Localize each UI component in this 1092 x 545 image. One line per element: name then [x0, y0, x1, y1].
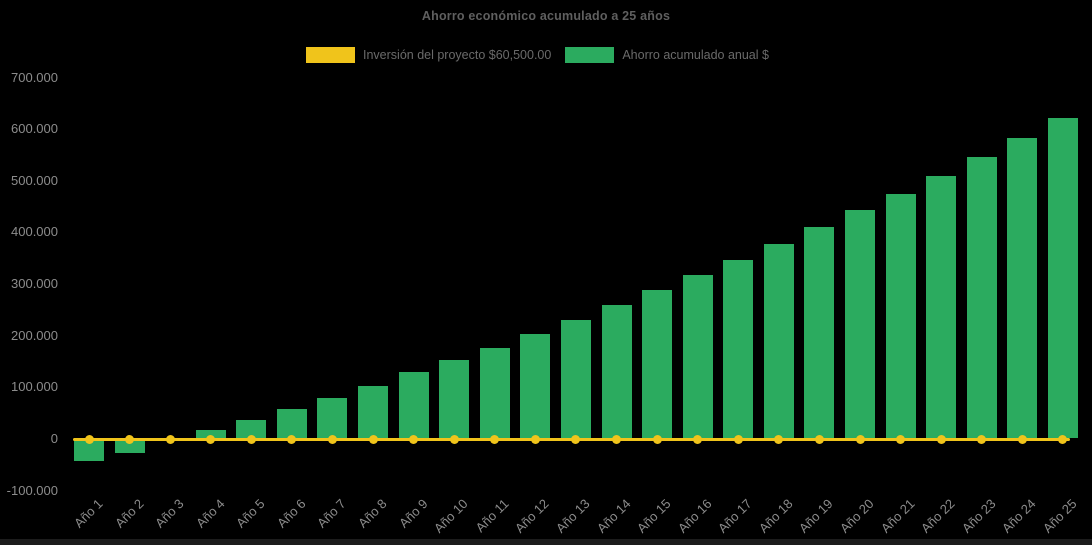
- bar-año-14: [601, 305, 632, 439]
- investment-line-marker: [774, 435, 784, 445]
- y-axis-tick-label: -100.000: [6, 482, 58, 498]
- investment-line-marker: [896, 435, 906, 445]
- investment-line-marker: [1017, 435, 1027, 445]
- bottom-edge-strip: [0, 539, 1092, 545]
- x-axis-tick-label: Año 4: [192, 496, 228, 531]
- bar-año-7: [317, 397, 348, 439]
- x-axis-tick-label: Año 9: [395, 496, 431, 531]
- investment-line-marker: [571, 435, 581, 445]
- x-axis-tick-label: Año 10: [431, 496, 471, 536]
- x-axis-tick-label: Año 20: [836, 496, 877, 536]
- y-axis-tick-label: 300.000: [11, 276, 58, 291]
- investment-line-marker: [84, 435, 94, 445]
- y-axis-tick-label: 500.000: [11, 172, 58, 188]
- investment-line-marker: [936, 435, 946, 445]
- bar-año-17: [723, 260, 754, 439]
- x-axis-tick-label: Año 15: [634, 496, 674, 536]
- bar-año-12: [520, 333, 551, 439]
- x-axis-tick-label: Año 19: [796, 496, 837, 536]
- y-axis-tick-label: 100.000: [11, 379, 58, 395]
- bar-año-16: [682, 275, 713, 439]
- x-axis-tick-label: Año 12: [512, 496, 553, 536]
- x-axis-tick-label: Año 7: [314, 496, 350, 531]
- bar-año-4: [195, 430, 226, 439]
- investment-line-marker: [490, 435, 500, 445]
- investment-line-marker: [409, 435, 419, 445]
- bar-año-18: [763, 244, 794, 439]
- chart-title: Ahorro económico acumulado a 25 años: [421, 9, 671, 23]
- investment-line-marker: [327, 435, 337, 445]
- legend-swatch-savings: [565, 47, 615, 63]
- bar-año-22: [926, 176, 957, 439]
- investment-line-marker: [246, 435, 256, 445]
- investment-line-marker: [652, 435, 662, 445]
- x-axis-tick-label: Año 16: [674, 496, 715, 536]
- bar-año-15: [642, 290, 673, 439]
- investment-line-marker: [612, 435, 622, 445]
- investment-line-marker: [530, 435, 540, 445]
- x-axis-tick-label: Año 5: [233, 496, 268, 531]
- investment-line-marker: [693, 435, 703, 445]
- x-axis-tick-label: Año 1: [70, 496, 106, 531]
- bar-año-11: [479, 348, 510, 439]
- investment-line-marker: [368, 435, 378, 445]
- bar-año-1: [74, 438, 104, 462]
- bar-año-21: [885, 194, 916, 439]
- investment-line-marker: [206, 435, 216, 445]
- bar-año-2: [114, 438, 145, 454]
- x-axis-tick-label: Año 2: [111, 496, 147, 531]
- x-axis-tick-label: Año 21: [877, 496, 918, 536]
- x-axis-tick-label: Año 6: [273, 496, 309, 531]
- x-axis-tick-label: Año 22: [918, 496, 958, 536]
- y-axis-tick-label: 700.000: [11, 69, 58, 85]
- bar-año-5: [236, 420, 267, 439]
- legend-label-savings: Ahorro acumulado anual $: [622, 48, 769, 62]
- bar-año-25: [1047, 118, 1078, 439]
- bar-año-9: [398, 372, 429, 439]
- x-axis-tick-label: Año 23: [958, 496, 999, 536]
- investment-line-marker: [814, 435, 824, 445]
- investment-line-marker: [733, 435, 743, 445]
- bar-año-19: [804, 227, 835, 439]
- investment-line-marker: [449, 435, 459, 445]
- x-axis-tick-label: Año 17: [715, 496, 755, 536]
- bar-año-13: [560, 319, 591, 439]
- investment-line-marker: [977, 435, 987, 445]
- legend: Inversión del proyecto $60,500.00 Ahorro…: [306, 47, 783, 63]
- x-axis-tick-label: Año 25: [1039, 496, 1080, 536]
- bar-año-6: [276, 409, 307, 439]
- bar-año-23: [966, 157, 997, 439]
- legend-swatch-investment: [306, 47, 355, 63]
- bar-año-10: [439, 359, 470, 439]
- y-axis-tick-label: 400.000: [11, 224, 58, 240]
- bar-año-24: [1007, 137, 1038, 439]
- investment-line-marker: [287, 435, 297, 445]
- investment-line-marker: [1058, 435, 1068, 445]
- x-axis-tick-label: Año 8: [355, 496, 390, 531]
- investment-line-marker: [165, 435, 175, 445]
- bar-año-8: [358, 385, 389, 439]
- investment-line-marker: [125, 435, 135, 445]
- y-axis-tick-label: 200.000: [11, 327, 58, 343]
- x-axis-tick-label: Año 14: [593, 496, 634, 536]
- x-axis-tick-label: Año 11: [472, 496, 512, 536]
- x-axis-tick-label: Año 13: [552, 496, 593, 536]
- x-axis-tick-label: Año 3: [152, 496, 187, 531]
- y-axis-tick-label: 600.000: [11, 121, 58, 137]
- legend-label-investment: Inversión del proyecto $60,500.00: [363, 48, 552, 62]
- x-axis-tick-label: Año 24: [999, 496, 1040, 536]
- x-axis-tick-label: Año 18: [755, 496, 796, 536]
- plot-area: 700.000 600.000 500.000 400.000 300.000 200.0…: [7, 70, 1085, 536]
- y-axis-tick-label: 0: [50, 430, 58, 446]
- bar-año-20: [845, 210, 876, 439]
- investment-line-marker: [855, 435, 865, 445]
